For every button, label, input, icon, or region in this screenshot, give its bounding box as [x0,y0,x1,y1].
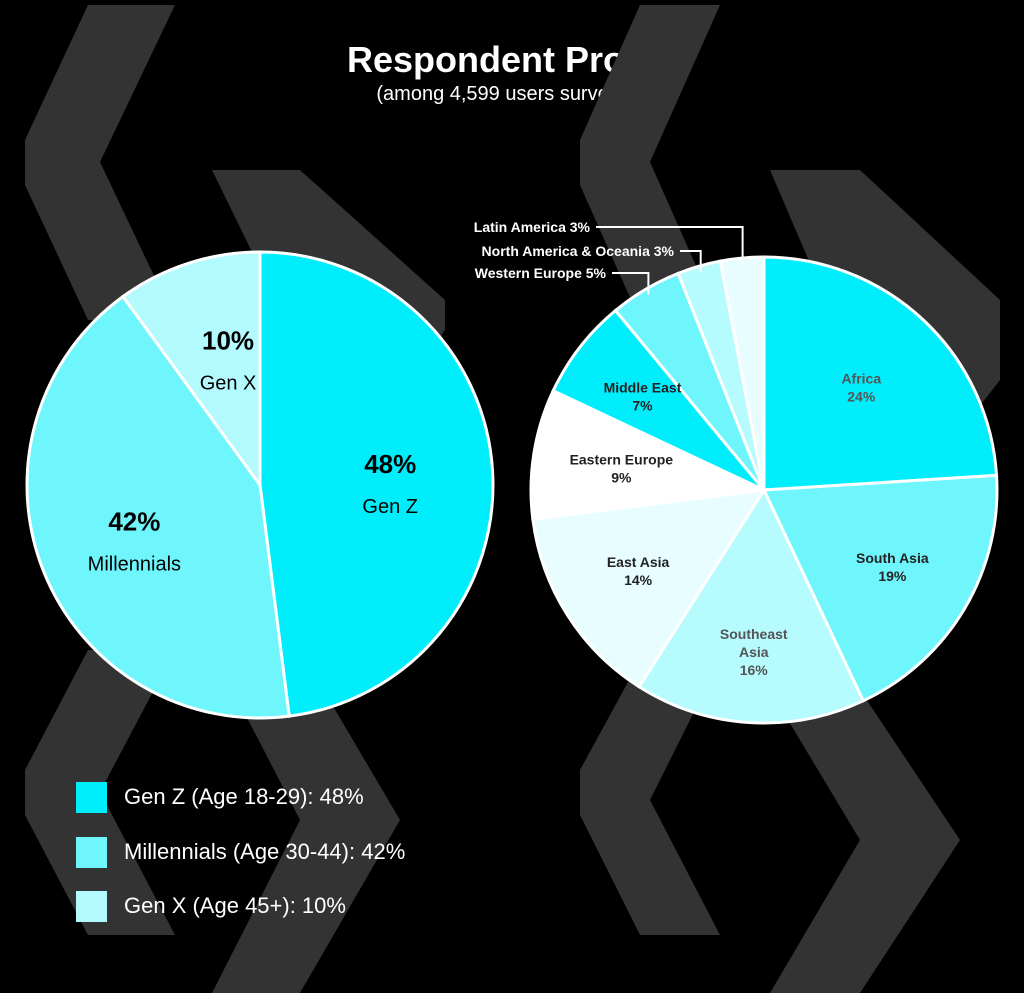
chevron-shape [580,5,720,320]
pie-slice-east-asia [531,488,767,689]
slice-value-label: 9% [611,469,632,485]
callout-line [680,250,702,272]
callout-line [596,226,744,264]
slice-category-label: Middle East [604,380,682,396]
pie-slice-eastern-europe [529,388,770,521]
legend-label: Millennials (Age 30-44): 42% [124,839,406,864]
slice-category-label: Southeast [720,626,788,642]
chart-subtitle: (among 4,599 users surveyed) [376,83,648,105]
legend-label: Gen X (Age 45+): 10% [124,893,346,918]
generation-pie: 48% Gen Z 42% Millennials 10% Gen X [25,250,495,720]
legend-swatch [76,836,107,868]
slice-category-label: Eastern Europe [570,451,674,467]
chevron-shape [580,660,720,935]
region-pie: Africa 24% South Asia 19% Southeast Asia 16% Ea… [474,219,999,725]
slice-category-label: Millennials [88,554,181,576]
legend-swatch [76,781,107,813]
slice-category-label: Gen X [200,373,257,395]
legend-swatch [76,890,107,922]
callout-label: Latin America 3% [474,219,591,235]
slice-category-label: Africa [841,370,881,386]
pie-slice-southeast-asia [637,486,866,725]
callout-label: Western Europe 5% [475,265,607,281]
chevron-shape [770,690,960,993]
callout-label: North America & Oceania 3% [482,243,675,259]
chevron-shape [212,650,400,993]
slice-category-label: South Asia [856,550,929,566]
chevron-shape [25,5,175,320]
slice-value-label: 24% [847,388,876,404]
legend-item: Gen Z (Age 18-29): 48% [76,780,364,814]
pie-slice-middle-east [551,308,766,492]
slice-value-label: 16% [740,662,769,678]
pie-slice-south-asia [761,473,999,703]
callout-line [612,272,650,295]
pie-slice-gen-x [120,250,262,490]
slice-value-label: 19% [878,568,907,584]
legend-label: Gen Z (Age 18-29): 48% [124,784,364,809]
pie-slice-millennials [25,294,291,720]
pie-slice-gen-z [258,250,495,718]
slice-value-label: 7% [632,398,653,414]
legend-item: Gen X (Age 45+): 10% [76,889,346,923]
slice-value-label: 10% [202,326,254,356]
slice-value-label: 14% [624,572,653,588]
slice-value-label: 42% [108,507,160,537]
slice-category-label: East Asia [607,554,670,570]
slice-category-label: Gen Z [362,496,418,518]
slice-value-label: 48% [364,449,416,479]
slice-category-label: Asia [739,644,769,660]
legend-item: Millennials (Age 30-44): 42% [76,835,405,869]
pie-slice-africa [762,255,999,492]
